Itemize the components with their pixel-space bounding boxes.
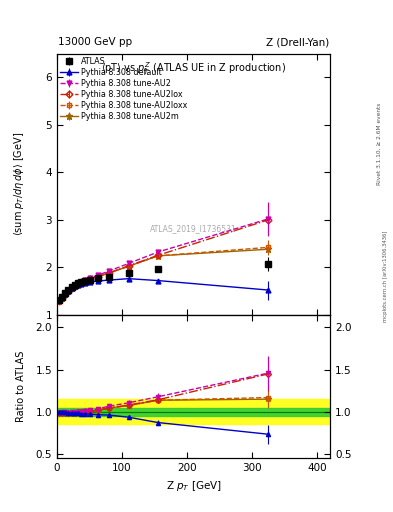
X-axis label: Z $p_T$ [GeV]: Z $p_T$ [GeV]: [165, 479, 222, 493]
Text: Z (Drell-Yan): Z (Drell-Yan): [266, 37, 329, 47]
Bar: [57, 399, 330, 424]
Y-axis label: $\langle$sum $p_T/d\eta\,d\phi\rangle$ [GeV]: $\langle$sum $p_T/d\eta\,d\phi\rangle$ […: [11, 132, 26, 237]
Legend: ATLAS, Pythia 8.308 default, Pythia 8.308 tune-AU2, Pythia 8.308 tune-AU2lox, Py: ATLAS, Pythia 8.308 default, Pythia 8.30…: [59, 55, 189, 123]
Text: $\langle$pT$\rangle$ vs $p_T^Z$ (ATLAS UE in Z production): $\langle$pT$\rangle$ vs $p_T^Z$ (ATLAS U…: [101, 60, 286, 77]
Bar: [57, 408, 330, 416]
Text: mcplots.cern.ch [arXiv:1306.3436]: mcplots.cern.ch [arXiv:1306.3436]: [384, 231, 388, 322]
Text: 13000 GeV pp: 13000 GeV pp: [58, 37, 132, 47]
Y-axis label: Ratio to ATLAS: Ratio to ATLAS: [16, 351, 26, 422]
Text: ATLAS_2019_I1736531: ATLAS_2019_I1736531: [150, 224, 237, 233]
Text: Rivet 3.1.10, ≥ 2.6M events: Rivet 3.1.10, ≥ 2.6M events: [377, 102, 382, 184]
